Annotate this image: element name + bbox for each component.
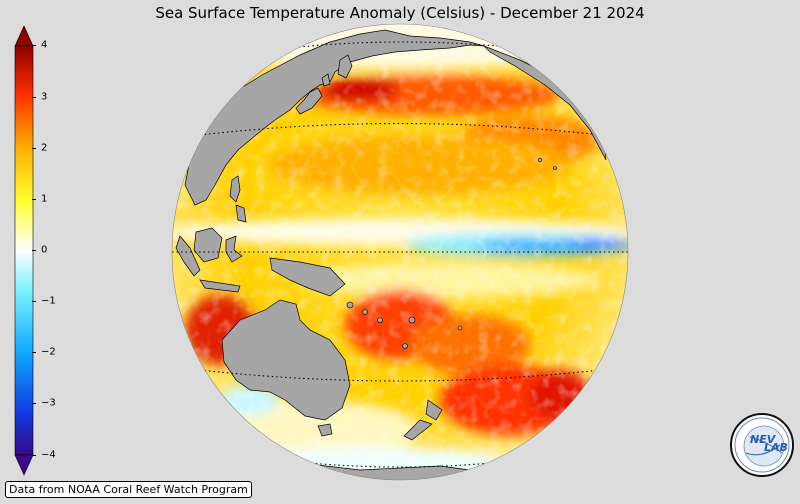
colorbar-tick: −2 — [41, 346, 56, 358]
colorbar-tick: 4 — [41, 39, 48, 51]
colorbar-tick: −1 — [41, 295, 56, 307]
colorbar-tick: −3 — [41, 397, 56, 409]
colorbar: 4 3 2 1 0 −1 −2 −3 −4 — [0, 0, 80, 500]
colorbar-tick: 0 — [41, 244, 48, 256]
page-title: Sea Surface Temperature Anomaly (Celsius… — [155, 4, 645, 22]
graticule — [172, 41, 628, 468]
svg-text:LAB: LAB — [764, 441, 788, 454]
colorbar-tick: 2 — [41, 142, 48, 154]
colorbar-graphic — [14, 25, 34, 476]
nevlab-logo: NEV LAB — [730, 413, 794, 477]
colorbar-tick: 3 — [41, 91, 48, 103]
sst-field — [172, 24, 628, 480]
colorbar-min-arrow — [14, 454, 34, 476]
land — [175, 29, 607, 480]
colorbar-tick: −4 — [41, 449, 56, 461]
logo-text: NEV — [750, 433, 777, 446]
source-credit: Data from NOAA Coral Reef Watch Program — [5, 481, 252, 498]
colorbar-tick: 1 — [41, 193, 48, 205]
